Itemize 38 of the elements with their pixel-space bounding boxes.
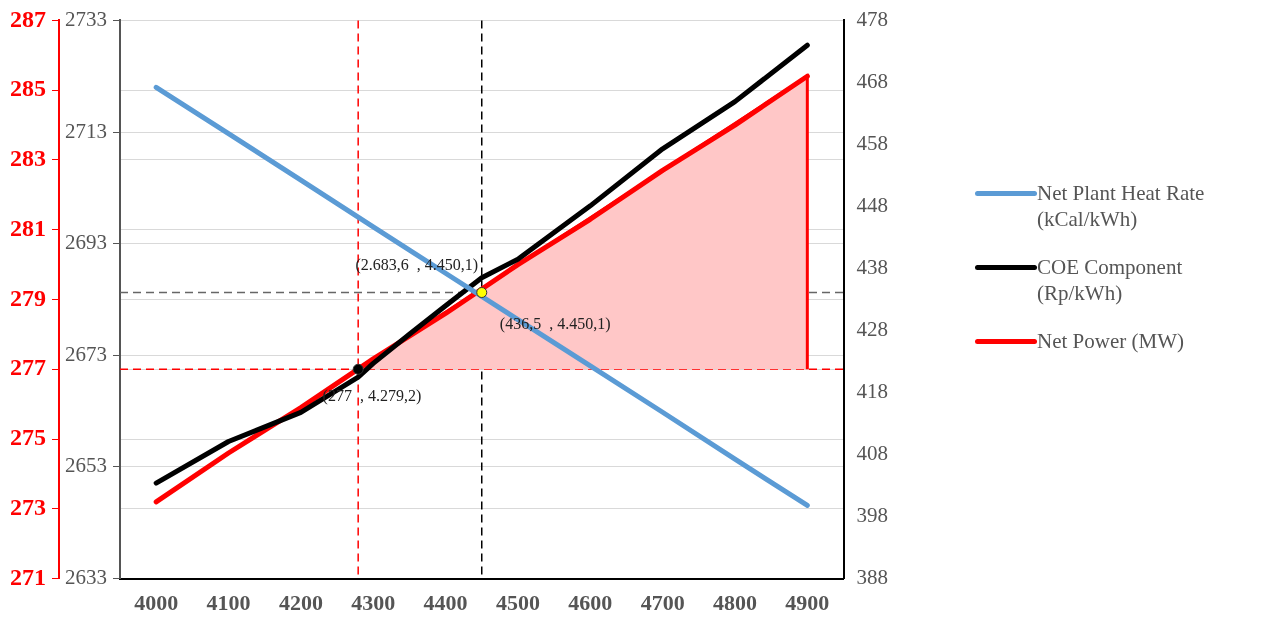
y-tick-label: 277 (10, 354, 46, 381)
x-tick-label: 4300 (351, 590, 396, 616)
y-tick-label: 275 (10, 424, 46, 451)
y-tick-label: 273 (10, 494, 46, 521)
y2-tick-label: 388 (856, 565, 888, 590)
y2-tick-label: 398 (856, 503, 888, 528)
x-tick-label: 4200 (278, 590, 323, 616)
y3-tick-label: 2653 (65, 453, 107, 478)
legend-label: COE Component (Rp/kWh) (1037, 254, 1184, 306)
y3-tick-label: 2733 (65, 6, 107, 31)
y-tick-label: 279 (10, 284, 46, 311)
y3-tick-label: 2633 (65, 565, 107, 590)
y2-tick-label: 428 (856, 317, 888, 342)
y-tick-label: 283 (10, 145, 46, 172)
y-tick-label: 281 (10, 214, 46, 241)
x-tick-label: 4000 (134, 590, 179, 616)
legend-label: Net Power (MW) (1037, 328, 1184, 354)
y3-tick-label: 2713 (65, 118, 107, 143)
y2-tick-label: 408 (856, 441, 888, 466)
y-tick-label: 285 (10, 75, 46, 102)
x-tick-label: 4800 (712, 590, 757, 616)
x-tick-label: 4900 (785, 590, 830, 616)
y2-tick-label: 418 (856, 379, 888, 404)
y-tick-label: 287 (10, 5, 46, 32)
y2-tick-label: 478 (856, 6, 888, 31)
y-tick-label: 271 (10, 563, 46, 590)
x-tick-label: 4400 (423, 590, 468, 616)
y2-tick-label: 458 (856, 130, 888, 155)
y2-tick-label: 448 (856, 192, 888, 217)
y2-tick-label: 438 (856, 255, 888, 279)
legend-label: Net Plant Heat Rate (kCal/kWh) (1037, 180, 1206, 232)
x-tick-label: 4700 (640, 590, 685, 616)
y3-tick-label: 2693 (65, 230, 107, 255)
y3-tick-label: 2673 (65, 341, 107, 366)
x-tick-label: 4600 (568, 590, 613, 616)
x-tick-label: 4500 (495, 590, 540, 616)
y2-tick-label: 468 (856, 68, 888, 93)
x-tick-label: 4100 (206, 590, 251, 616)
